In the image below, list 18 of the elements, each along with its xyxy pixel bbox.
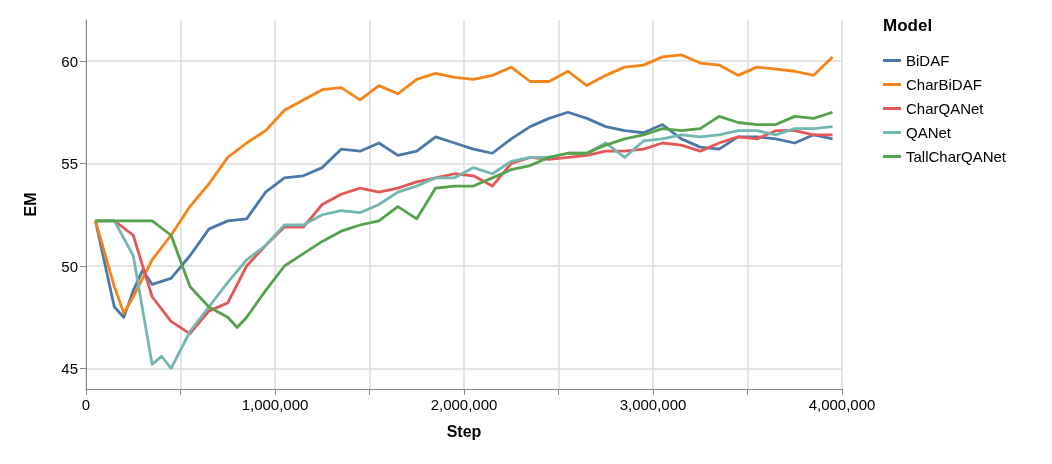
legend-label: QANet: [906, 124, 952, 141]
line-series: [94, 53, 834, 315]
y-axis-title: EM: [21, 192, 39, 217]
legend-title: Model: [883, 16, 933, 35]
y-tick-label: 50: [61, 257, 78, 275]
legend-label: TallCharQANet: [906, 148, 1007, 165]
legend-label: CharQANet: [906, 100, 985, 117]
x-tick-label: 3,000,000: [619, 396, 687, 413]
y-tick-label: 45: [61, 360, 78, 377]
legend-label: CharBiDAF: [906, 76, 982, 93]
y-tick-label: 55: [61, 155, 78, 172]
x-tick-label: 0: [81, 396, 91, 413]
x-tick-label: 2,000,000: [430, 396, 498, 413]
legend-label: BiDAF: [906, 52, 950, 69]
x-tick-label: 4,000,000: [808, 396, 876, 413]
x-axis-title: Step: [446, 422, 482, 440]
x-tick-label: 1,000,000: [241, 396, 309, 413]
y-tick-label: 60: [61, 52, 78, 70]
